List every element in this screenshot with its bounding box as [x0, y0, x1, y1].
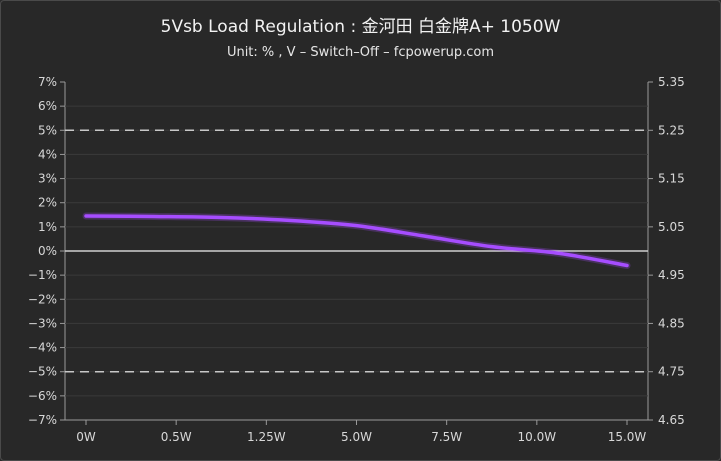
right-tick-label: 4.65 [658, 413, 685, 427]
right-tick-label: 4.85 [658, 316, 685, 330]
right-tick-label: 5.15 [658, 172, 685, 186]
left-tick-label: 0% [38, 244, 57, 258]
series-line [84, 214, 629, 268]
right-axis: 5.35 5.25 5.15 5.05 4.95 4.85 4.75 4.65 [648, 75, 685, 427]
left-axis: 7% 6% 5% 4% 3% 2% 1% 0% −1% −2% −3% −4% −5% −6% −7% [28, 75, 65, 427]
right-tick-label: 5.25 [658, 123, 685, 137]
left-tick-label: 2% [38, 196, 57, 210]
left-tick-label: 6% [38, 99, 57, 113]
left-tick-label: 4% [38, 147, 57, 161]
x-tick-label: 7.5W [431, 430, 462, 444]
left-tick-label: −2% [28, 292, 57, 306]
x-axis: 0W 0.5W 1.25W 5.0W 7.5W 10.0W 15.0W [76, 420, 646, 444]
left-tick-label: 1% [38, 220, 57, 234]
left-tick-label: −6% [28, 389, 57, 403]
right-tick-label: 5.35 [658, 75, 685, 89]
x-tick-label: 0.5W [161, 430, 192, 444]
series-glow [82, 212, 631, 269]
x-tick-label: 15.0W [608, 430, 647, 444]
left-tick-label: −7% [28, 413, 57, 427]
left-tick-label: −5% [28, 365, 57, 379]
left-tick-label: 7% [38, 75, 57, 89]
left-tick-label: −3% [28, 316, 57, 330]
x-tick-label: 1.25W [247, 430, 286, 444]
chart-title: 5Vsb Load Regulation : 金河田 白金牌A+ 1050W [160, 17, 561, 37]
x-tick-label: 5.0W [341, 430, 372, 444]
left-tick-label: 3% [38, 172, 57, 186]
right-tick-label: 5.05 [658, 220, 685, 234]
right-tick-label: 4.75 [658, 365, 685, 379]
left-tick-label: −1% [28, 268, 57, 282]
left-tick-label: 5% [38, 123, 57, 137]
x-tick-label: 10.0W [518, 430, 557, 444]
right-tick-label: 4.95 [658, 268, 685, 282]
left-tick-label: −4% [28, 341, 57, 355]
chart-subtitle: Unit: % , V – Switch–Off – fcpowerup.com [226, 45, 495, 60]
series-layer [82, 212, 631, 269]
x-tick-label: 0W [76, 430, 96, 444]
